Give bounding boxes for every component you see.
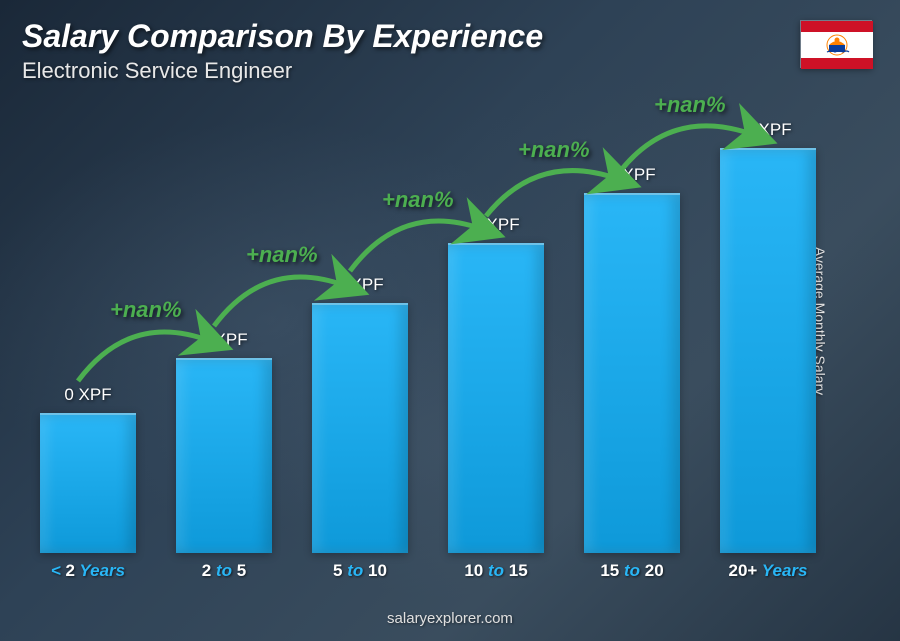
pct-label-3: +nan% xyxy=(382,187,454,213)
bar-label-5: 20+ Years xyxy=(710,561,826,581)
bar-5 xyxy=(720,148,816,553)
bar-label-0: < 2 Years xyxy=(30,561,146,581)
bar-4 xyxy=(584,193,680,553)
bar-value-0: 0 XPF xyxy=(64,385,111,405)
flag-icon xyxy=(800,20,872,68)
bar-value-2: 0 XPF xyxy=(336,275,383,295)
bar-chart: 0 XPF < 2 Years 0 XPF 2 to 5 0 XPF 5 to … xyxy=(30,101,850,581)
bar-label-1: 2 to 5 xyxy=(166,561,282,581)
bar-label-4: 15 to 20 xyxy=(574,561,690,581)
bar-value-1: 0 XPF xyxy=(200,330,247,350)
pct-label-2: +nan% xyxy=(246,242,318,268)
bar-0 xyxy=(40,413,136,553)
pct-label-1: +nan% xyxy=(110,297,182,323)
bar-value-3: 0 XPF xyxy=(472,215,519,235)
chart-title: Salary Comparison By Experience xyxy=(22,18,543,55)
bar-label-2: 5 to 10 xyxy=(302,561,418,581)
footer-credit: salaryexplorer.com xyxy=(0,610,900,627)
bar-1 xyxy=(176,358,272,553)
bar-value-5: 0 XPF xyxy=(744,120,791,140)
bar-2 xyxy=(312,303,408,553)
pct-label-4: +nan% xyxy=(518,137,590,163)
bar-label-3: 10 to 15 xyxy=(438,561,554,581)
bar-3 xyxy=(448,243,544,553)
bar-value-4: 0 XPF xyxy=(608,165,655,185)
chart-subtitle: Electronic Service Engineer xyxy=(22,58,292,84)
content-wrapper: Salary Comparison By Experience Electron… xyxy=(0,0,900,641)
pct-label-5: +nan% xyxy=(654,92,726,118)
